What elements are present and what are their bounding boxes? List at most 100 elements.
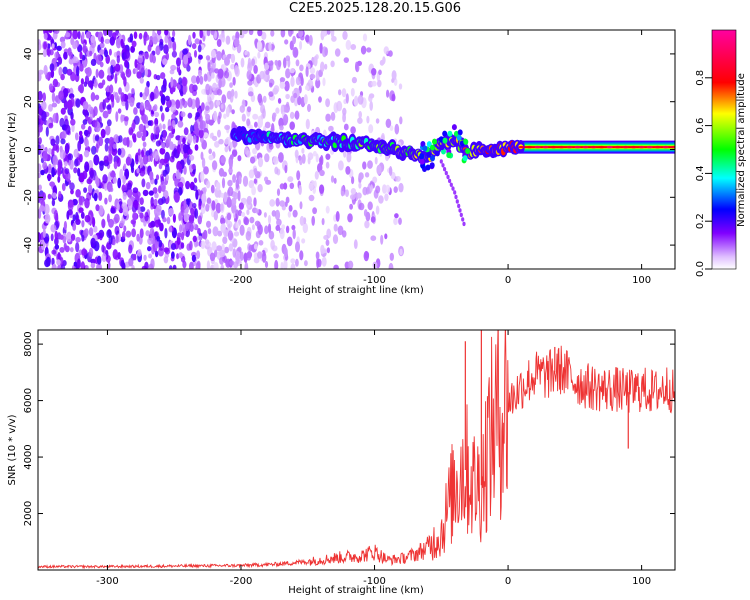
noise-blob [73,148,79,158]
noise-blob [311,215,316,226]
noise-blob [295,59,300,67]
noise-blob [42,92,46,102]
noise-blob [104,38,111,44]
noise-blob [111,98,115,108]
noise-blob [53,209,59,221]
noise-blob [257,157,264,168]
noise-blob [50,233,54,242]
noise-blob [187,112,193,119]
noise-blob [50,138,56,146]
noise-blob [368,93,375,99]
noise-blob [79,51,83,60]
noise-blob [131,228,137,238]
noise-blob [299,201,303,210]
noise-blob [187,133,193,144]
noise-blob [110,64,114,75]
noise-blob [48,104,53,112]
noise-blob [287,211,292,218]
noise-blob [343,123,349,131]
spectrogram-y-label: Frequency (Hz) [7,112,18,188]
noise-blob [40,169,45,176]
noise-blob [92,133,96,144]
noise-blob [171,113,176,120]
noise-blob [220,223,226,234]
noise-blob [118,135,123,143]
noise-blob [50,69,55,78]
noise-blob [271,210,277,217]
snr-plot-area [38,330,675,570]
noise-blob [210,49,216,59]
noise-blob [55,135,60,145]
noise-blob [301,153,306,164]
noise-blob [358,202,365,211]
noise-blob [398,83,403,90]
noise-blob [399,116,403,125]
noise-blob [124,60,129,68]
noise-blob [93,192,98,202]
noise-blob [153,123,160,135]
signal-tail [455,199,459,204]
noise-blob [172,264,177,269]
noise-blob [268,41,272,52]
noise-blob [171,151,175,160]
noise-blob [119,168,124,180]
noise-blob [132,211,138,221]
noise-blob [213,110,218,122]
noise-blob [183,152,188,159]
noise-blob [108,145,113,156]
colorbar-tick-label: 0.2 [695,213,706,229]
signal-core [638,145,645,149]
noise-blob [285,55,291,62]
noise-blob [338,89,342,96]
noise-blob [235,253,240,265]
noise-blob [371,68,377,76]
noise-blob [102,174,108,184]
noise-blob [149,171,154,181]
noise-blob [199,75,204,85]
noise-blob [155,140,161,147]
noise-blob [325,153,331,160]
x-tick-label: -100 [363,275,386,286]
signal-core [526,145,533,149]
noise-blob [248,180,255,189]
signal-core [566,145,573,149]
noise-blob [197,215,202,225]
noise-blob [178,77,183,85]
noise-blob [200,171,205,182]
noise-blob [179,98,183,110]
noise-blob [239,251,244,261]
noise-blob [51,148,55,157]
noise-blob [353,239,358,250]
noise-blob [76,65,80,77]
noise-blob [157,198,164,206]
noise-blob [299,64,304,72]
noise-blob [198,129,204,139]
noise-blob [96,140,100,149]
noise-blob [286,236,293,247]
noise-blob [229,141,233,150]
noise-blob [122,175,126,185]
noise-blob [150,220,156,228]
noise-blob [283,57,287,69]
noise-blob [91,145,97,155]
noise-blob [179,224,183,233]
noise-blob [170,64,177,71]
noise-blob [44,146,48,154]
noise-blob [98,69,105,79]
noise-blob [107,261,111,269]
noise-blob [355,61,358,71]
noise-blob [341,230,347,238]
noise-blob [163,157,169,164]
noise-blob [139,197,144,206]
noise-blob [161,209,165,220]
noise-blob [83,187,88,194]
noise-blob [265,69,270,75]
noise-blob [90,262,96,269]
noise-blob [308,34,313,46]
noise-blob [59,247,65,253]
noise-blob [123,163,127,171]
noise-blob [65,124,71,135]
noise-blob [165,174,169,181]
noise-blob [385,184,391,194]
noise-blob [301,238,306,244]
